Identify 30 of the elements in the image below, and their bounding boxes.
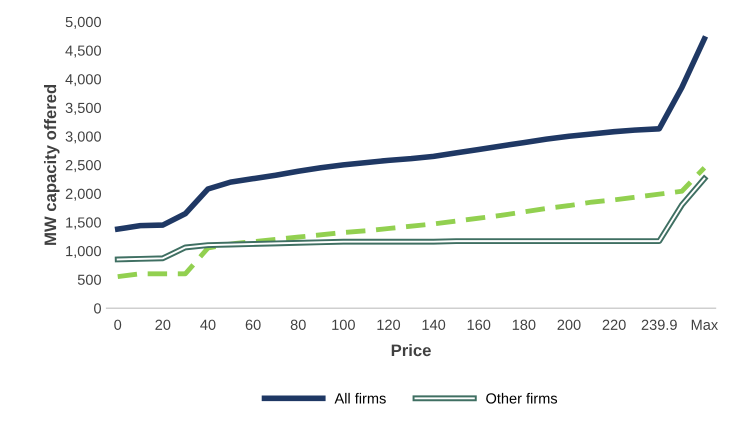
x-tick-label: 100 [332,320,355,330]
y-tick-label: 2,000 [66,188,101,201]
x-tick-label: 80 [290,320,306,330]
x-tick-label: 40 [200,320,216,330]
x-tick-label: 239.9 [642,320,677,330]
x-tick-label: 120 [377,320,400,330]
y-tick-label: 0 [94,303,101,314]
x-axis-title: Price [392,344,431,356]
y-axis-title: MW capacity offered [44,84,60,245]
y-tick-label: 1,500 [66,217,101,230]
y-tick-label: 5,000 [66,16,101,29]
x-tick-label: Max [692,320,718,330]
x-tick-label: 200 [558,320,581,330]
y-tick-label: 4,000 [65,74,101,86]
y-tick-label: 500 [78,274,101,285]
y-tick-label: 3,500 [66,102,101,115]
line-series [115,165,707,280]
y-tick-label: 4,500 [65,45,101,58]
x-tick-label: 20 [155,320,170,330]
x-tick-label: 180 [512,320,536,330]
x-tick-label: 60 [246,320,261,330]
x-tick-label: 220 [602,320,626,330]
legend-label: Other firms [486,392,558,404]
x-tick-label: 0 [114,320,122,330]
legend-label: All firms [334,392,386,404]
y-tick-label: 2,500 [66,160,101,172]
x-tick-label: 160 [468,320,490,330]
y-tick-label: 1,000 [66,246,101,258]
y-tick-label: 3,000 [66,131,101,144]
x-tick-label: 140 [422,320,446,330]
